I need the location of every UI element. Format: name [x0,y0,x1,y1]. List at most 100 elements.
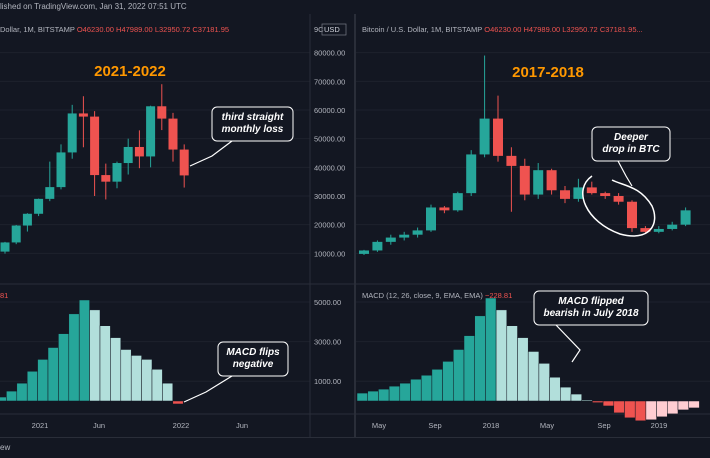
left-macd-bar [99,325,111,402]
right-candle [519,165,530,195]
time-tick-label: 2018 [483,421,500,430]
left-candle [78,113,88,117]
macd-flipped-callout-pointer [555,324,581,363]
right-candle [359,250,369,254]
time-tick-label: Sep [428,421,441,430]
right-macd-bar [495,309,508,402]
loss-callout-box [211,106,294,142]
right-candle [372,241,383,251]
left-macd-bar [151,369,163,402]
right-candle [412,230,423,235]
right-macd-legend: MACD (12, 26, close, 9, EMA, EMA) −228.8… [362,291,512,300]
right-macd-bar [474,315,486,402]
macd-tick-label: 1000.00 [314,377,341,386]
right-candle [586,187,597,194]
right-candle [560,190,570,199]
left-macd-bar [120,349,132,402]
left-candle [22,213,32,226]
right-macd-bar [581,399,593,402]
right-macd-bar [442,361,454,402]
price-tick-label: 50000.00 [314,135,345,144]
bottom-bar-label: ew [0,443,11,452]
right-candle [573,187,584,199]
left-macd-bar [89,309,101,402]
right-macd-bar [453,349,465,402]
time-tick-label: Jun [236,421,248,430]
drop-callout-text: Deeper [614,132,649,143]
price-tick-label: 20000.00 [314,221,345,230]
right-macd-bar [688,400,700,409]
macd-flip-callout-pointer [183,375,233,403]
left-candle [134,146,144,157]
time-tick-label: 2019 [651,421,668,430]
right-candle [667,224,678,229]
left-macd-bar [141,359,153,402]
time-tick-label: 2022 [173,421,190,430]
macd-flip-callout-text: MACD flips [226,347,280,358]
left-candle [45,187,55,199]
left-macd-bar [47,347,59,402]
right-macd-bar [570,393,582,402]
right-candle [613,196,624,202]
right-macd-bar [527,351,540,402]
right-candle [479,118,490,155]
left-candle [11,225,21,243]
left-macd-bar [0,396,7,402]
drop-callout-text: drop in BTC [602,144,660,155]
right-macd-bar [356,392,368,402]
left-macd-bar [78,299,90,402]
left-macd-bar [130,355,142,402]
macd-flip-callout-box [217,341,289,377]
loss-callout-pointer [189,140,233,167]
price-tick-label: 80000.00 [314,49,345,58]
left-candle [123,146,133,164]
right-candle [533,170,544,195]
price-tick-label: 70000.00 [314,77,345,86]
right-candle [439,207,450,211]
right-legend: Bitcoin / U.S. Dollar, 1M, BITSTAMP O462… [362,25,643,34]
right-candle [426,207,436,231]
right-candle [452,193,463,211]
right-macd-bar [506,325,518,402]
right-macd-bar [517,337,529,402]
time-tick-label: May [372,421,386,430]
bottom-bar: ew [0,437,710,458]
price-tick-label: 10000.00 [314,249,345,258]
drop-highlight-ellipse [582,175,656,237]
right-macd-bar [367,390,379,402]
loss-callout-text: monthly loss [222,124,284,135]
right-candle [546,170,557,191]
left-macd-bar [26,371,38,402]
macd-tick-label: 5000.00 [314,298,341,307]
right-macd-bar [592,400,604,403]
left-legend: Dollar, 1M, BITSTAMP O46230.00 H47989.00… [0,25,229,34]
right-candle [627,201,637,229]
drop-callout-pointer [617,160,633,187]
right-macd-bar [378,388,390,402]
right-macd-bar [634,400,647,422]
right-candle [680,210,691,225]
left-candle [112,163,122,182]
right-macd-bar [677,400,689,411]
left-macd-bar [68,313,80,402]
macd-flipped-callout-box [533,290,649,326]
right-macd-bar [388,385,401,402]
axis-top-label: 9C [314,25,324,34]
left-macd-bar [6,390,18,402]
right-macd-bar [485,297,497,402]
left-candle [101,175,111,182]
right-macd-bar [560,386,572,402]
right-macd-bar [602,400,615,407]
left-macd-bar [162,382,174,402]
currency-label: USD [324,25,340,34]
right-macd-bar [667,400,679,415]
right-macd-bar [538,363,550,402]
left-candle [90,116,100,176]
time-tick-label: May [540,421,554,430]
publish-header: lished on TradingView.com, Jan 31, 2022 … [0,0,710,14]
drop-callout-box [591,126,671,162]
right-candle [600,193,611,196]
right-candle [653,228,664,232]
